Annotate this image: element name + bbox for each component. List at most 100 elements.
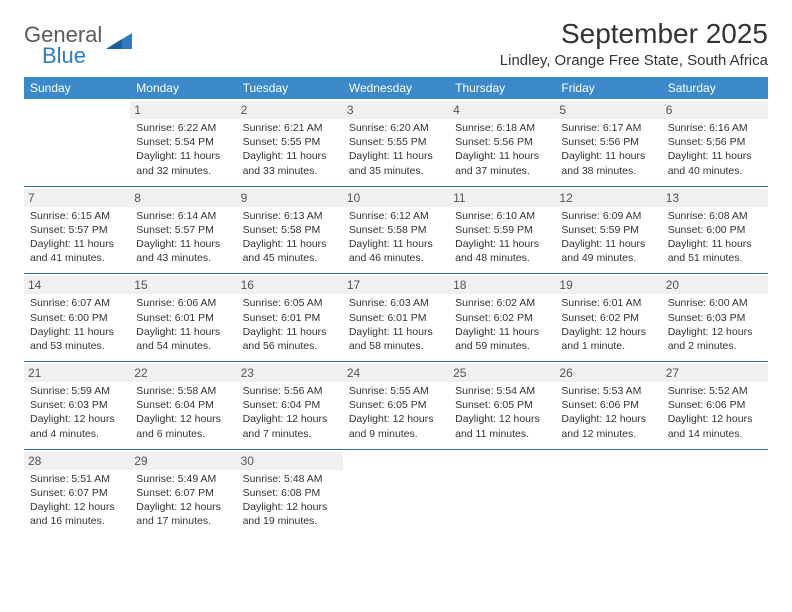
day-number: 22 [130, 364, 236, 382]
info-line: Sunrise: 6:18 AM [455, 121, 549, 135]
day-number: 6 [662, 101, 768, 119]
info-line: Sunset: 6:08 PM [243, 486, 337, 500]
info-line: and 49 minutes. [561, 251, 655, 265]
day-number: 20 [662, 276, 768, 294]
info-line: and 46 minutes. [349, 251, 443, 265]
info-line: Sunrise: 5:59 AM [30, 384, 124, 398]
info-line: Sunrise: 5:54 AM [455, 384, 549, 398]
day-info: Sunrise: 5:58 AMSunset: 6:04 PMDaylight:… [136, 384, 230, 441]
day-cell: 21Sunrise: 5:59 AMSunset: 6:03 PMDayligh… [24, 362, 130, 449]
day-info: Sunrise: 6:17 AMSunset: 5:56 PMDaylight:… [561, 121, 655, 178]
info-line: Sunset: 6:01 PM [349, 311, 443, 325]
day-cell: 3Sunrise: 6:20 AMSunset: 5:55 PMDaylight… [343, 99, 449, 186]
day-cell: 26Sunrise: 5:53 AMSunset: 6:06 PMDayligh… [555, 362, 661, 449]
day-number: 2 [237, 101, 343, 119]
info-line: Sunrise: 5:49 AM [136, 472, 230, 486]
day-number: 4 [449, 101, 555, 119]
info-line: and 51 minutes. [668, 251, 762, 265]
day-number: 15 [130, 276, 236, 294]
info-line: Daylight: 11 hours [668, 149, 762, 163]
info-line: Sunrise: 5:55 AM [349, 384, 443, 398]
info-line: Sunset: 5:59 PM [561, 223, 655, 237]
day-number: 14 [24, 276, 130, 294]
day-cell: 20Sunrise: 6:00 AMSunset: 6:03 PMDayligh… [662, 274, 768, 361]
info-line: Sunset: 6:02 PM [455, 311, 549, 325]
info-line: Sunset: 5:58 PM [243, 223, 337, 237]
day-cell: 12Sunrise: 6:09 AMSunset: 5:59 PMDayligh… [555, 187, 661, 274]
info-line: and 12 minutes. [561, 427, 655, 441]
info-line: Sunrise: 6:12 AM [349, 209, 443, 223]
day-info: Sunrise: 5:52 AMSunset: 6:06 PMDaylight:… [668, 384, 762, 441]
info-line: Sunrise: 6:16 AM [668, 121, 762, 135]
day-number: 1 [130, 101, 236, 119]
month-title: September 2025 [500, 18, 768, 50]
info-line: Daylight: 11 hours [243, 237, 337, 251]
info-line: Daylight: 12 hours [30, 412, 124, 426]
info-line: Daylight: 12 hours [455, 412, 549, 426]
day-number: 9 [237, 189, 343, 207]
day-number: 27 [662, 364, 768, 382]
info-line: Sunrise: 6:07 AM [30, 296, 124, 310]
day-cell: 14 Sunrise: 6:07 AMSunset: 6:00 PMDayligh… [24, 274, 130, 361]
day-number: 5 [555, 101, 661, 119]
dow-header: Tuesday [237, 77, 343, 99]
day-info: Sunrise: 5:53 AMSunset: 6:06 PMDaylight:… [561, 384, 655, 441]
day-number: 16 [237, 276, 343, 294]
info-line: Sunset: 6:06 PM [561, 398, 655, 412]
info-line: and 11 minutes. [455, 427, 549, 441]
day-cell [449, 450, 555, 537]
info-line: Sunrise: 6:00 AM [668, 296, 762, 310]
day-cell [662, 450, 768, 537]
day-info: Sunrise: 6:20 AMSunset: 5:55 PMDaylight:… [349, 121, 443, 178]
day-cell: 28Sunrise: 5:51 AMSunset: 6:07 PMDayligh… [24, 450, 130, 537]
day-cell: 15 Sunrise: 6:06 AMSunset: 6:01 PMDayligh… [130, 274, 236, 361]
day-number: 8 [130, 189, 236, 207]
info-line: Sunrise: 6:13 AM [243, 209, 337, 223]
info-line: Sunrise: 5:53 AM [561, 384, 655, 398]
day-cell: 4Sunrise: 6:18 AMSunset: 5:56 PMDaylight… [449, 99, 555, 186]
info-line: Daylight: 12 hours [561, 412, 655, 426]
day-info: Sunrise: 6:01 AMSunset: 6:02 PMDaylight:… [561, 296, 655, 353]
info-line: Sunrise: 6:15 AM [30, 209, 124, 223]
day-cell: 5 Sunrise: 6:17 AMSunset: 5:56 PMDaylight… [555, 99, 661, 186]
info-line: and 6 minutes. [136, 427, 230, 441]
info-line: and 54 minutes. [136, 339, 230, 353]
info-line: Daylight: 11 hours [136, 325, 230, 339]
logo: General Blue [24, 24, 130, 67]
day-info: Sunrise: 5:56 AMSunset: 6:04 PMDaylight:… [243, 384, 337, 441]
info-line: Daylight: 12 hours [668, 325, 762, 339]
info-line: Sunrise: 5:48 AM [243, 472, 337, 486]
info-line: Sunset: 5:56 PM [455, 135, 549, 149]
day-info: Sunrise: 6:21 AMSunset: 5:55 PMDaylight:… [243, 121, 337, 178]
dow-header: Friday [555, 77, 661, 99]
day-cell: 25Sunrise: 5:54 AMSunset: 6:05 PMDayligh… [449, 362, 555, 449]
location: Lindley, Orange Free State, South Africa [500, 52, 768, 69]
day-info: Sunrise: 5:59 AMSunset: 6:03 PMDaylight:… [30, 384, 124, 441]
info-line: Sunset: 5:55 PM [349, 135, 443, 149]
day-info: Sunrise: 6:09 AMSunset: 5:59 PMDaylight:… [561, 209, 655, 266]
info-line: Sunrise: 6:22 AM [136, 121, 230, 135]
day-number: 10 [343, 189, 449, 207]
day-cell: 11Sunrise: 6:10 AMSunset: 5:59 PMDayligh… [449, 187, 555, 274]
info-line: Sunset: 5:58 PM [349, 223, 443, 237]
info-line: Sunrise: 5:58 AM [136, 384, 230, 398]
header: General Blue September 2025 Lindley, Ora… [24, 18, 768, 69]
info-line: Sunrise: 6:10 AM [455, 209, 549, 223]
day-cell: 2 Sunrise: 6:21 AMSunset: 5:55 PMDaylight… [237, 99, 343, 186]
info-line: Sunset: 5:56 PM [668, 135, 762, 149]
day-info: Sunrise: 5:54 AMSunset: 6:05 PMDaylight:… [455, 384, 549, 441]
info-line: and 35 minutes. [349, 164, 443, 178]
dow-header: Sunday [24, 77, 130, 99]
info-line: Daylight: 11 hours [136, 237, 230, 251]
logo-word2: Blue [42, 45, 102, 67]
info-line: Sunset: 6:01 PM [243, 311, 337, 325]
info-line: and 7 minutes. [243, 427, 337, 441]
day-info: Sunrise: 6:07 AMSunset: 6:00 PMDaylight:… [30, 296, 124, 353]
info-line: Daylight: 11 hours [30, 325, 124, 339]
info-line: Daylight: 11 hours [349, 237, 443, 251]
info-line: Daylight: 11 hours [136, 149, 230, 163]
info-line: Sunset: 6:01 PM [136, 311, 230, 325]
info-line: Daylight: 12 hours [561, 325, 655, 339]
info-line: Sunrise: 6:06 AM [136, 296, 230, 310]
day-info: Sunrise: 6:06 AMSunset: 6:01 PMDaylight:… [136, 296, 230, 353]
